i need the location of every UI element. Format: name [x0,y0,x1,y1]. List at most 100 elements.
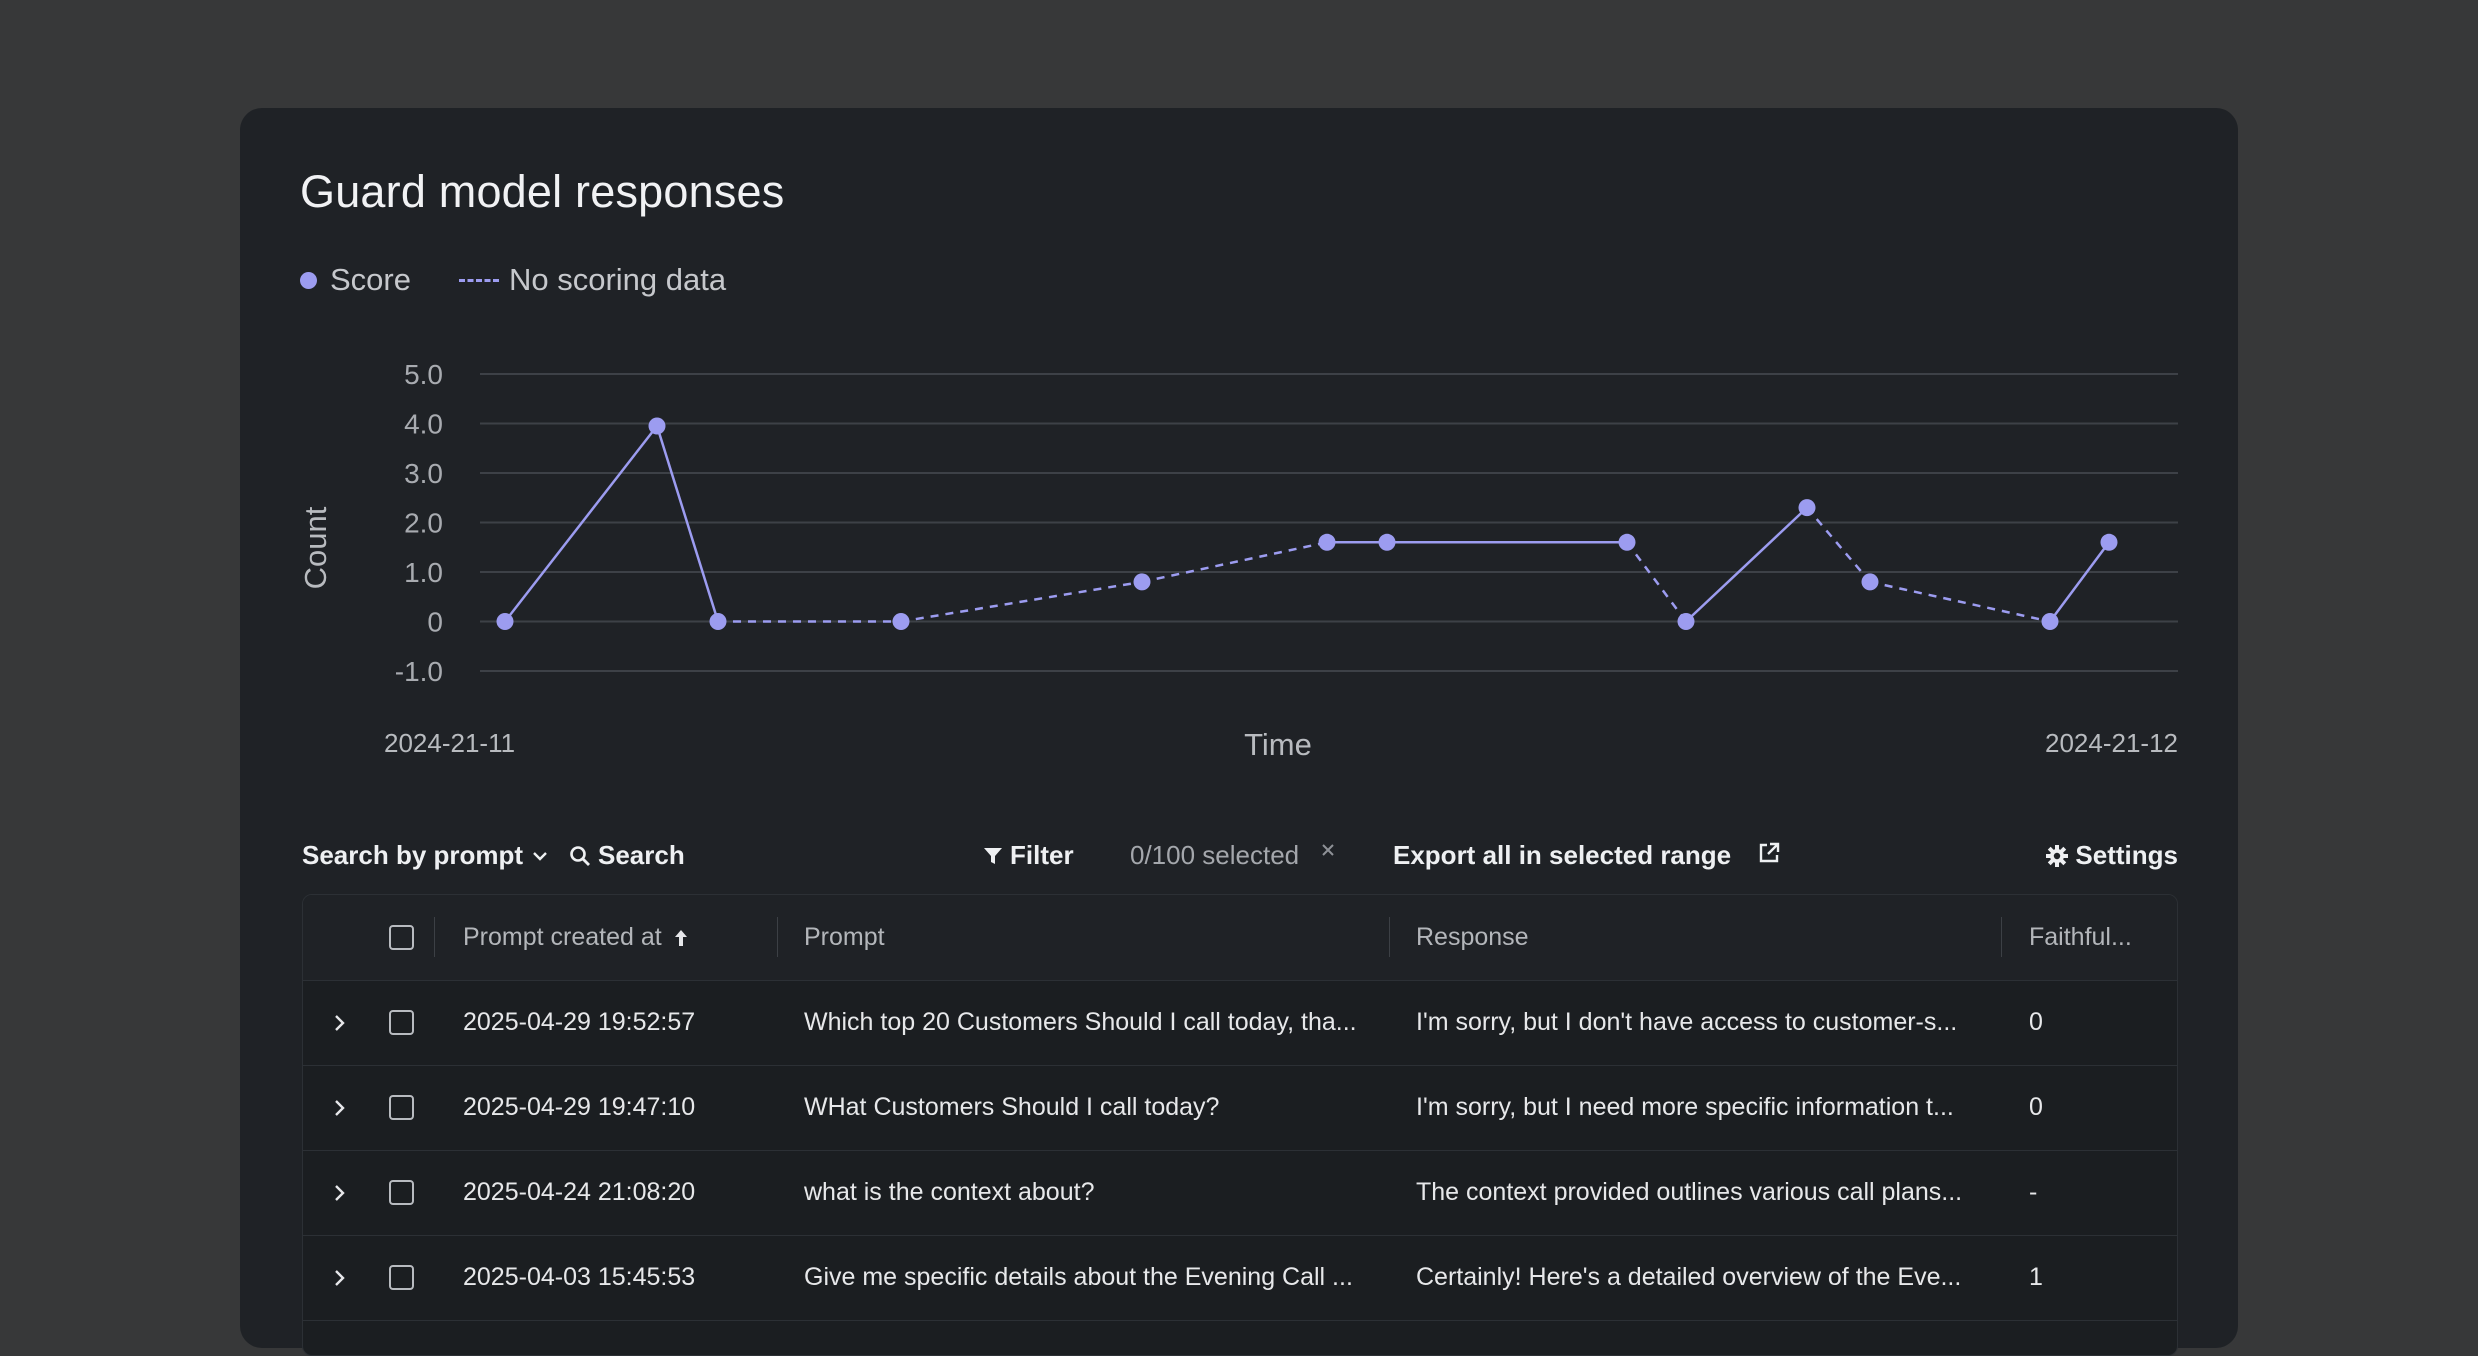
cell-prompt: what is the context about? [804,1178,1095,1206]
clear-selection-button[interactable] [1318,840,1338,860]
column-header-prompt[interactable]: Prompt [804,923,885,951]
close-icon [1322,844,1334,856]
cell-created: 2025-04-24 21:08:20 [463,1178,696,1206]
score-line-chart: 5.0 4.0 3.0 2.0 1.0 0 -1.0 Count Time 2024-21-11 2… [298,359,2178,762]
cell-created: 2025-04-29 19:52:57 [463,1008,696,1036]
table-header-row: Prompt created at Prompt Response Faithf… [303,895,2177,981]
chevron-right-icon [335,1014,345,1031]
selection-count: 0/100 selected [1130,840,1299,871]
series-segment [2048,541,2111,623]
selection-count-label: 0/100 selected [1130,840,1300,870]
data-point[interactable] [496,613,514,630]
cell-response: I'm sorry, but I need more specific info… [1416,1093,1954,1121]
table-row[interactable]: 2025-04-29 19:47:10 WHat Customers Should… [303,1065,2177,1151]
no-scoring-legend-label: No scoring data [508,262,727,297]
y-tick-label: 3.0 [404,458,443,489]
data-point[interactable] [2100,533,2118,551]
expand-row-button[interactable] [325,1235,355,1320]
export-external-link[interactable] [1756,840,1782,866]
cell-faithful: - [2029,1178,2038,1206]
cell-faithful: 0 [2029,1093,2043,1121]
expand-row-button[interactable] [325,1150,355,1235]
data-point[interactable] [1618,533,1636,551]
y-tick-label: 0 [427,607,443,638]
cell-faithful: 1 [2029,1263,2043,1291]
column-header-created[interactable]: Prompt created at [463,895,690,980]
sort-ascending-icon [674,929,687,946]
search-label: Search [598,840,685,870]
y-tick-label: 1.0 [404,557,443,588]
select-all-checkbox[interactable] [389,895,414,980]
column-header-faithful[interactable]: Faithful... [2029,923,2132,951]
table-row[interactable]: 2025-04-24 21:08:20 what is the context a… [303,1150,2177,1236]
data-point[interactable] [1798,499,1816,517]
expand-row-button[interactable] [325,980,355,1065]
page-title: Guard model responses [300,166,785,217]
series-segment [1806,506,1871,583]
export-label: Export all in selected range [1393,840,1732,870]
y-tick-label: 5.0 [404,359,443,390]
settings-button[interactable]: Settings [2045,840,2178,871]
cell-prompt: Give me specific details about the Eveni… [804,1263,1353,1291]
y-tick-label: -1.0 [395,656,443,687]
row-checkbox[interactable] [389,1235,414,1320]
data-point[interactable] [1861,573,1879,591]
score-legend-label: Score [330,262,411,297]
cell-prompt: Which top 20 Customers Should I call tod… [804,1008,1357,1036]
filter-label: Filter [1010,840,1074,870]
row-checkbox[interactable] [389,1065,414,1150]
data-point[interactable] [709,613,727,630]
x-start-date-label: 2024-21-11 [384,728,515,758]
y-axis-title: Count [298,506,333,589]
filter-button[interactable]: Filter [982,840,1074,871]
data-point[interactable] [648,417,666,435]
column-header-response[interactable]: Response [1416,923,1529,951]
row-checkbox[interactable] [389,980,414,1065]
cell-faithful: 0 [2029,1008,2043,1036]
cell-response: The context provided outlines various ca… [1416,1178,1963,1206]
search-by-label: Search by prompt [302,840,524,870]
cell-response: Certainly! Here's a detailed overview of… [1416,1263,1962,1291]
series-segment [1625,541,1688,623]
series-segment [1685,506,1808,623]
table-row[interactable]: 2025-04-29 19:52:57 Which top 20 Customer… [303,980,2177,1066]
settings-label: Settings [2075,840,2178,870]
series-segment [900,580,1143,623]
no-scoring-legend-dash [458,278,499,282]
score-legend-dot [300,271,317,289]
external-link-icon [1759,842,1780,863]
y-tick-label: 2.0 [404,508,443,539]
series-segment [1141,541,1328,584]
chevron-down-icon [533,851,547,861]
series-segment [504,425,658,623]
search-icon [570,845,590,866]
chevron-right-icon [335,1269,345,1286]
table-toolbar: Search by prompt Search Filter 0/100 sel… [302,828,2178,884]
gear-icon [2046,844,2069,867]
cell-prompt: WHat Customers Should I call today? [804,1093,1220,1121]
data-point[interactable] [2041,613,2059,630]
export-button[interactable]: Export all in selected range [1393,840,1731,871]
data-point[interactable] [892,613,910,630]
cell-created: 2025-04-03 15:45:53 [463,1263,696,1291]
cell-response: I'm sorry, but I don't have access to cu… [1416,1008,1958,1036]
filter-icon [984,847,1002,864]
series-segment [1869,580,2051,623]
data-point[interactable] [1318,533,1336,551]
row-checkbox[interactable] [389,1150,414,1235]
data-point[interactable] [1677,613,1695,630]
expand-row-button[interactable] [325,1065,355,1150]
chevron-right-icon [335,1184,345,1201]
data-point[interactable] [1378,533,1396,551]
chart-legend: Score No scoring data [300,260,726,300]
column-header-created-label: Prompt created at [463,923,662,951]
table-row[interactable]: 2025-04-03 15:45:53 Give me specific deta… [303,1235,2177,1321]
x-end-date-label: 2024-21-12 [2045,728,2178,758]
y-tick-label: 4.0 [404,409,443,440]
cell-created: 2025-04-29 19:47:10 [463,1093,696,1121]
search-by-dropdown[interactable]: Search by prompt [302,840,551,871]
series-segment [655,425,720,622]
data-point[interactable] [1133,573,1151,591]
responses-table: Prompt created at Prompt Response Faithf… [302,894,2178,1356]
search-button[interactable]: Search [568,840,685,871]
